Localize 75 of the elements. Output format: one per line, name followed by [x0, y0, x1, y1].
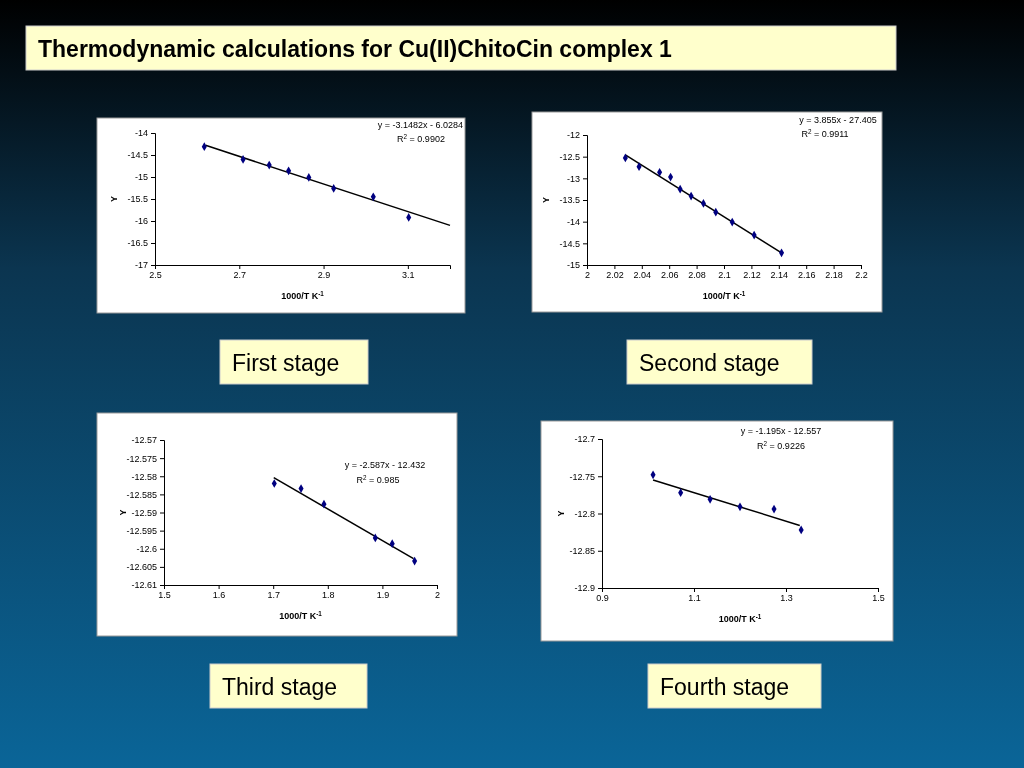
x-tick-label: 1.5 — [872, 593, 885, 604]
y-tick-label: -12.85 — [569, 546, 595, 557]
x-tick-label: 2.16 — [797, 270, 816, 281]
y-tick-label: -13.5 — [559, 195, 580, 206]
y-tick-label: -12.57 — [131, 435, 157, 446]
y-tick-label: -12.7 — [574, 434, 595, 445]
x-axis-title: 1000/T K$^{-1}$ — [718, 612, 762, 624]
x-tick-label: 2.18 — [825, 270, 843, 281]
x-tick-label: 1.5 — [158, 590, 171, 601]
x-tick-label: 1.6 — [212, 590, 226, 601]
caption-box: Second stage — [626, 339, 813, 385]
y-tick-label: -12.5 — [559, 152, 580, 163]
y-tick-label: -15.5 — [127, 194, 148, 205]
annotation: y = -2.587x - 12.432 — [344, 460, 426, 470]
y-tick-label: -12.8 — [574, 508, 595, 519]
y-tick-label: -14.5 — [559, 238, 580, 249]
x-tick-label: 1.7 — [267, 590, 280, 601]
y-tick-label: -12.575 — [126, 453, 157, 464]
y-tick-label: -12.585 — [126, 489, 157, 500]
y-axis-title: Y — [109, 195, 119, 203]
x-tick-label: 2.2 — [855, 270, 868, 281]
y-axis-title: Y — [556, 510, 566, 517]
y-axis-title: Y — [118, 509, 128, 516]
text: y = -1.195x - 12.557 — [740, 426, 822, 436]
y-tick-label: -12.58 — [131, 471, 157, 482]
y-tick-label: -15 — [134, 172, 148, 183]
y-tick-label: -12.9 — [574, 583, 595, 594]
y-tick-label: -16 — [134, 216, 148, 227]
annotation: R$^{2}$ = 0.9226 — [757, 439, 805, 451]
annotation: R$^{2}$ = 0.9902 — [397, 132, 445, 144]
text: y = -3.1482x - 6.0284 — [377, 120, 463, 130]
x-tick-label: 2.06 — [660, 270, 679, 281]
y-tick-label: -12.6 — [136, 544, 157, 555]
x-tick-label: 2.08 — [688, 270, 706, 281]
x-tick-label: 2 — [434, 590, 441, 601]
y-tick-label: -17 — [134, 260, 148, 271]
y-tick-label: -16.5 — [127, 238, 148, 249]
y-axis-title: Y — [541, 196, 551, 204]
x-axis-title: 1000/T K$^{-1}$ — [279, 609, 323, 621]
y-tick-label: -13 — [566, 173, 580, 184]
x-axis-title: 1000/T K$^{-1}$ — [702, 289, 746, 301]
x-tick-label: 0.9 — [596, 593, 609, 604]
y-tick-label: -12.61 — [131, 580, 157, 591]
x-tick-label: 1.8 — [322, 590, 335, 601]
x-tick-label: 2.14 — [770, 270, 789, 281]
x-tick-label: 1.1 — [688, 593, 701, 604]
text: y = 3.855x - 27.405 — [799, 115, 877, 125]
y-tick-label: -12.59 — [131, 507, 157, 518]
x-tick-label: 2.7 — [233, 270, 247, 281]
annotation: R$^{2}$ = 0.9911 — [801, 127, 849, 139]
x-tick-label: 2.02 — [606, 270, 624, 281]
x-tick-label: 2.04 — [633, 270, 652, 281]
annotation: R$^{2}$ = 0.985 — [356, 473, 400, 485]
caption-box: Fourth stage — [647, 663, 822, 709]
y-tick-label: -12.75 — [569, 471, 595, 482]
x-tick-label: 2 — [584, 270, 591, 281]
caption-box: First stage — [219, 339, 369, 385]
y-tick-label: -14 — [134, 128, 148, 139]
x-tick-label: 3.1 — [402, 270, 415, 281]
x-tick-label: 1.3 — [780, 593, 793, 604]
y-tick-label: -12.595 — [126, 526, 157, 537]
y-tick-label: -14.5 — [127, 150, 148, 161]
x-tick-label: 2.1 — [718, 270, 731, 281]
x-tick-label: 2.9 — [317, 270, 331, 281]
caption-box: Third stage — [209, 663, 368, 709]
chart-title: Thermodynamic calculations for Cu(II)ChitoCin complex 1 — [38, 36, 673, 62]
title-box: Thermodynamic calculations for Cu(II)ChitoCin complex 1 — [25, 25, 897, 71]
y-tick-label: -15 — [566, 260, 580, 271]
x-axis-title: 1000/T K$^{-1}$ — [281, 289, 325, 301]
x-tick-label: 2.12 — [743, 270, 761, 281]
x-tick-label: 1.9 — [376, 590, 390, 601]
y-tick-label: -12.605 — [126, 562, 157, 573]
y-tick-label: -14 — [566, 217, 580, 228]
y-tick-label: -12 — [566, 130, 580, 141]
x-tick-label: 2.5 — [149, 270, 162, 281]
